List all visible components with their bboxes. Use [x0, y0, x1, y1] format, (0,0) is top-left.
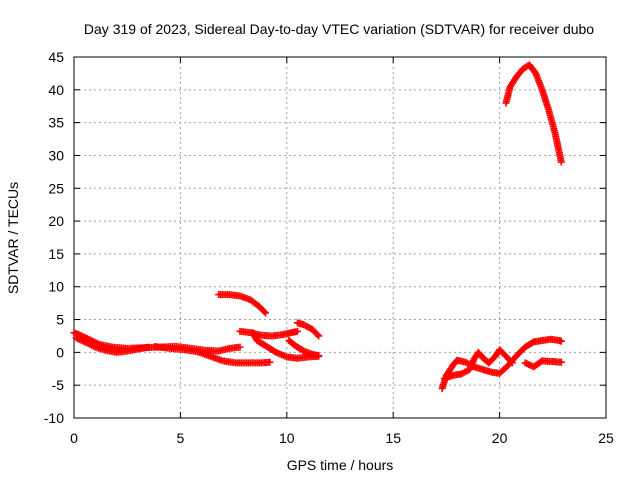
y-tick-label: 20: [48, 213, 64, 229]
axis-ticks: 0 5 10 15 20 25 -10 -5 0 5 10 15 20 25 30 35 40 45: [44, 49, 614, 446]
grid-lines: [74, 57, 606, 418]
data-point: [315, 332, 323, 340]
x-tick-label: 0: [70, 430, 78, 446]
data-point: [293, 327, 301, 335]
y-tick-label: 45: [48, 49, 64, 65]
series-track-11: [521, 357, 565, 371]
series-track-3: [151, 342, 274, 367]
data-point: [144, 343, 152, 351]
series-track-5: [236, 327, 301, 340]
x-tick-label: 5: [177, 430, 185, 446]
data-point: [315, 352, 323, 360]
data-point: [508, 359, 516, 367]
data-point: [266, 358, 274, 366]
y-tick-label: 40: [48, 82, 64, 98]
data-point: [236, 343, 244, 351]
y-tick-label: 15: [48, 246, 64, 262]
y-axis-label: SDTVAR / TECUs: [5, 182, 21, 294]
x-tick-label: 25: [598, 430, 614, 446]
x-tick-label: 10: [279, 430, 295, 446]
y-tick-label: 5: [56, 312, 64, 328]
x-axis-label: GPS time / hours: [287, 457, 394, 473]
data-point: [557, 358, 565, 366]
x-tick-label: 15: [385, 430, 401, 446]
series-track-2: [72, 334, 152, 356]
y-tick-label: 35: [48, 115, 64, 131]
y-tick-label: 25: [48, 180, 64, 196]
data-point: [313, 331, 321, 339]
x-tick-label: 20: [492, 430, 508, 446]
chart-title: Day 319 of 2023, Sidereal Day-to-day VTE…: [84, 21, 594, 37]
data-point: [557, 337, 565, 345]
y-tick-label: 10: [48, 279, 64, 295]
series-track-10: [440, 346, 516, 383]
data-point: [507, 358, 515, 366]
series-track-4: [215, 291, 270, 317]
y-tick-label: -5: [52, 377, 65, 393]
y-tick-label: -10: [44, 410, 64, 426]
data-point: [557, 158, 565, 166]
data-point: [260, 308, 268, 316]
y-tick-label: 0: [56, 344, 64, 360]
series-track-8: [285, 337, 323, 360]
data-point: [262, 309, 270, 317]
plot-border: [73, 56, 607, 419]
series-track-12: [502, 61, 565, 166]
data-series: [70, 61, 565, 392]
y-tick-label: 30: [48, 147, 64, 163]
series-track-7: [293, 319, 323, 340]
